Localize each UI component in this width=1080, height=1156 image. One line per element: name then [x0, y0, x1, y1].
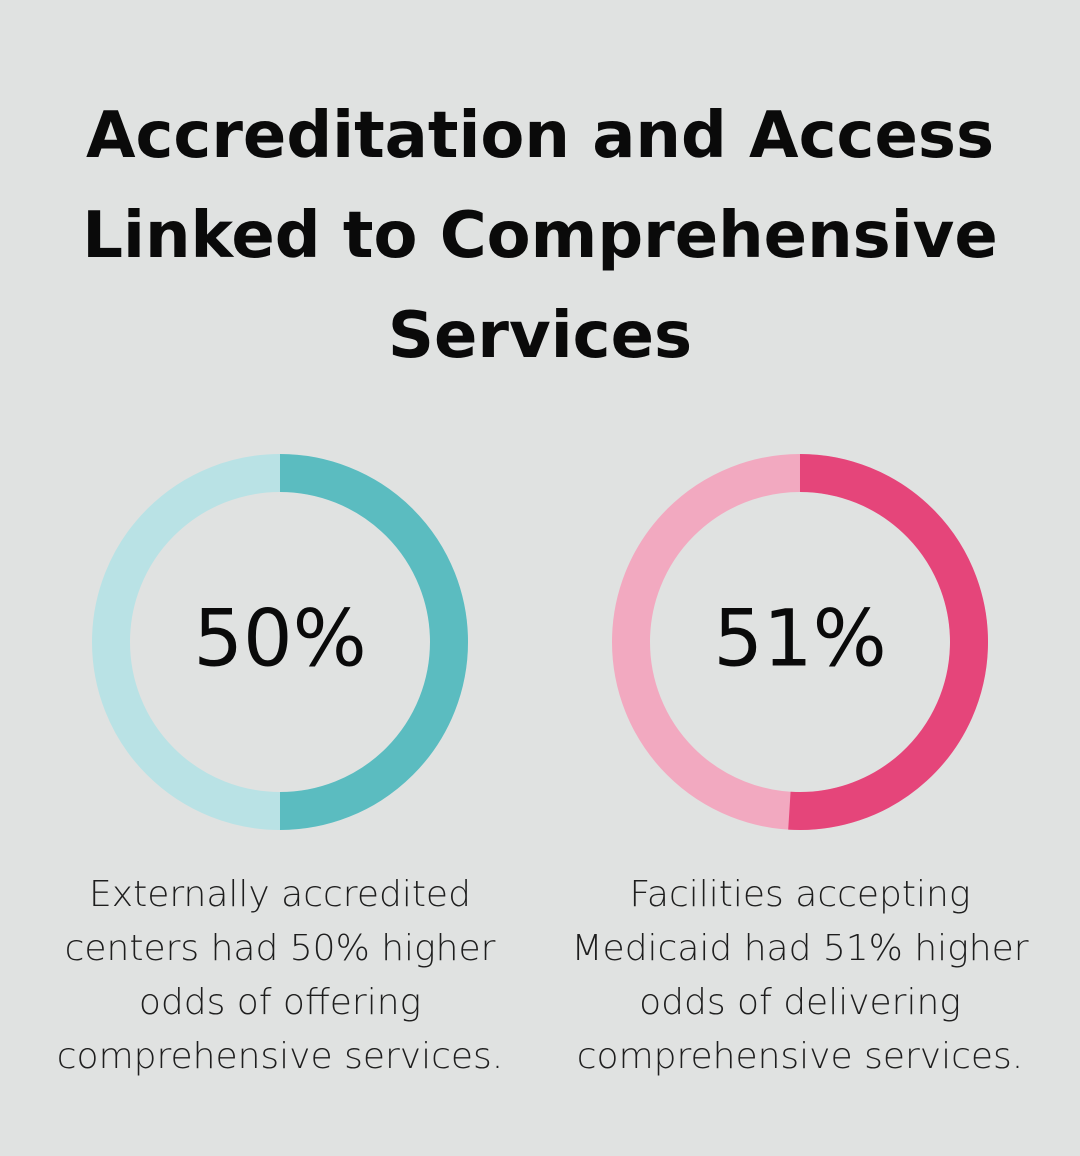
donut-arc — [279, 454, 468, 830]
title: Accreditation and Access Linked to Compr… — [82, 99, 998, 373]
caption: Externally accredited centers had 50% hi… — [56, 874, 504, 1077]
value-label: 51% — [713, 594, 886, 684]
caption: Facilities accepting Medicaid had 51% hi… — [571, 874, 1029, 1077]
donut-arc — [788, 454, 988, 830]
value-label: 50% — [193, 594, 366, 684]
